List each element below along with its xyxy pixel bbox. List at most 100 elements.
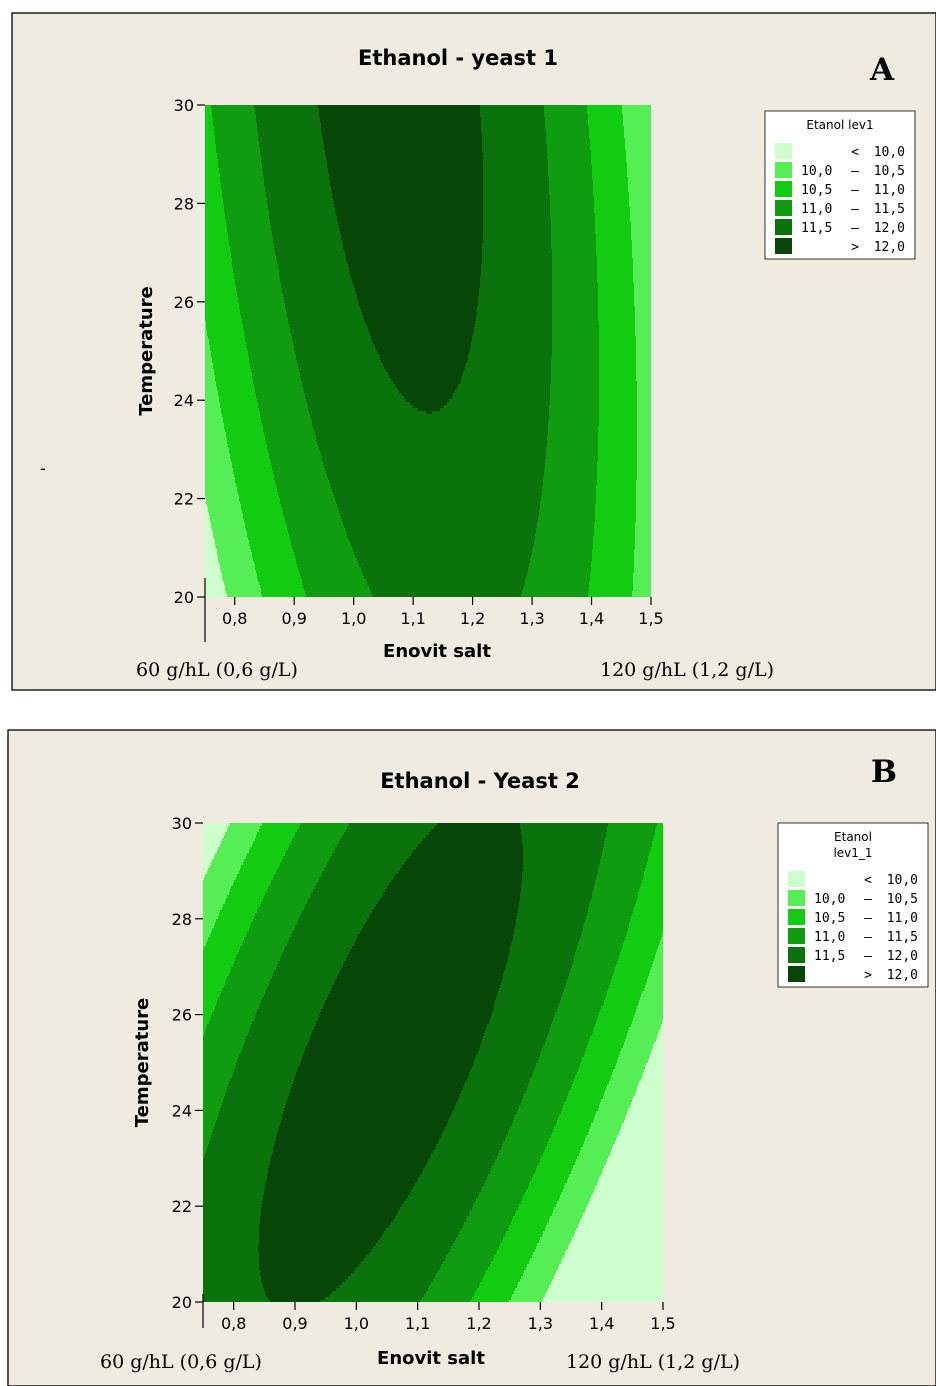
- contour-band-segment: [205, 288, 237, 292]
- contour-band-segment: [365, 321, 476, 325]
- contour-band-segment: [345, 528, 537, 532]
- contour-band-segment: [283, 513, 341, 517]
- contour-band-segment: [544, 474, 598, 478]
- contour-band-segment: [558, 1117, 595, 1121]
- contour-band-segment: [203, 1018, 211, 1022]
- contour-band-segment: [599, 1105, 631, 1109]
- contour-band-segment: [205, 528, 213, 532]
- contour-band-segment: [369, 330, 475, 334]
- contour-band-segment: [619, 955, 656, 959]
- contour-band-segment: [574, 1078, 611, 1082]
- contour-band-segment: [203, 931, 212, 935]
- y-tick-label: 22: [174, 490, 194, 509]
- contour-band-segment: [518, 1207, 555, 1211]
- contour-band-segment: [523, 859, 601, 863]
- contour-band-segment: [491, 1015, 555, 1019]
- contour-band-segment: [633, 1018, 663, 1022]
- contour-band-segment: [599, 372, 637, 376]
- contour-band-segment: [216, 546, 251, 550]
- contour-band-segment: [376, 904, 520, 908]
- contour-band-segment: [322, 871, 399, 875]
- contour-band-segment: [440, 408, 550, 412]
- contour-band-segment: [274, 243, 344, 247]
- contour-band-segment: [288, 1096, 460, 1100]
- contour-band-segment: [470, 1300, 510, 1302]
- contour-band-segment: [205, 132, 215, 136]
- contour-band-segment: [602, 1171, 663, 1175]
- contour-band-segment: [431, 1153, 499, 1157]
- contour-band-segment: [551, 363, 600, 367]
- contour-band-segment: [312, 423, 549, 427]
- contour-band-segment: [237, 294, 284, 298]
- contour-band-segment: [636, 498, 651, 502]
- contour-band-segment: [591, 156, 627, 160]
- contour-band-segment: [224, 835, 257, 839]
- contour-band-segment: [530, 558, 593, 562]
- contour-band-segment: [260, 150, 326, 154]
- contour-band-segment: [543, 477, 598, 481]
- contour-band-segment: [367, 324, 476, 328]
- contour-band-segment: [215, 1006, 260, 1010]
- contour-band-segment: [654, 958, 663, 962]
- contour-band-segment: [593, 180, 629, 184]
- contour-band-segment: [644, 988, 663, 992]
- contour-band-segment: [586, 916, 632, 920]
- contour-band-segment: [463, 372, 552, 376]
- contour-band-segment: [206, 501, 241, 505]
- contour-band-segment: [633, 588, 651, 592]
- contour-band-segment: [538, 1060, 582, 1064]
- contour-band-segment: [597, 273, 634, 277]
- contour-band-segment: [260, 826, 300, 830]
- contour-band-segment: [476, 1198, 523, 1202]
- contour-band-segment: [219, 171, 264, 175]
- contour-band-segment: [540, 1237, 573, 1241]
- contour-band-segment: [589, 588, 634, 592]
- legend-swatch: [775, 238, 792, 254]
- contour-band-segment: [607, 1159, 663, 1163]
- contour-band-segment: [259, 1237, 381, 1241]
- contour-band-segment: [487, 1024, 552, 1028]
- contour-band-segment: [337, 219, 484, 223]
- contour-band-segment: [203, 970, 231, 974]
- contour-band-segment: [564, 1102, 601, 1106]
- contour-band-segment: [447, 402, 551, 406]
- contour-band-segment: [532, 552, 593, 556]
- contour-band-segment: [612, 1072, 644, 1076]
- stray-mark: -: [40, 459, 46, 478]
- contour-band-segment: [203, 1264, 260, 1268]
- contour-band-segment: [205, 453, 231, 457]
- contour-band-segment: [470, 348, 553, 352]
- contour-band-segment: [237, 291, 283, 295]
- contour-band-segment: [384, 1231, 460, 1235]
- contour-band-segment: [212, 360, 250, 364]
- contour-band-segment: [205, 237, 229, 241]
- contour-band-segment: [205, 318, 243, 322]
- contour-band-segment: [203, 1006, 216, 1010]
- contour-band-segment: [620, 952, 657, 956]
- contour-band-segment: [591, 150, 627, 154]
- contour-band-segment: [595, 222, 632, 226]
- contour-band-segment: [648, 976, 663, 980]
- contour-band-segment: [258, 1249, 372, 1253]
- contour-band-segment: [211, 931, 248, 935]
- contour-band-segment: [637, 432, 651, 436]
- contour-band-segment: [258, 579, 303, 583]
- contour-band-segment: [203, 1096, 225, 1100]
- contour-band-segment: [229, 450, 269, 454]
- contour-band-segment: [203, 925, 215, 929]
- contour-band-segment: [298, 363, 384, 367]
- contour-band-segment: [204, 1156, 272, 1160]
- contour-band-segment: [602, 850, 651, 854]
- contour-band-segment: [626, 1036, 658, 1040]
- contour-band-segment: [635, 318, 651, 322]
- contour-band-segment: [209, 513, 244, 517]
- contour-band-segment: [481, 117, 546, 121]
- contour-band-segment: [277, 868, 325, 872]
- contour-band-segment: [627, 165, 651, 169]
- contour-band-segment: [429, 1285, 480, 1289]
- contour-band-segment: [205, 447, 230, 451]
- contour-band-segment: [552, 327, 600, 331]
- contour-band-segment: [321, 123, 482, 127]
- contour-band-segment: [623, 1045, 654, 1049]
- contour-band-segment: [595, 231, 632, 235]
